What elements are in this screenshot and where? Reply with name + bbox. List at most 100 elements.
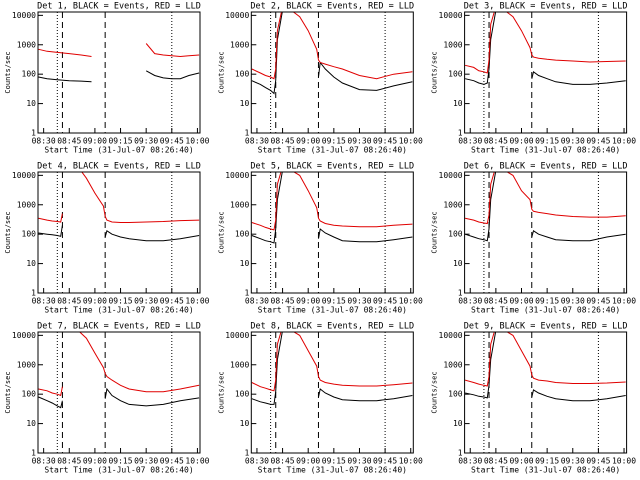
x-tick-label: 09:30 [347, 297, 371, 306]
y-tick-label: 1000 [230, 200, 249, 209]
y-tick-label: 10 [26, 419, 36, 428]
y-tick-label: 1 [458, 129, 463, 138]
y-tick-label: 100 [448, 70, 463, 79]
plot-lines [464, 172, 626, 242]
y-tick-label: 100 [448, 230, 463, 239]
series-line [38, 225, 200, 242]
x-axis-label: Start Time (31-Jul-07 08:26:40) [258, 146, 407, 155]
x-tick-label: 10:00 [185, 297, 209, 306]
y-tick-label: 1 [31, 449, 36, 458]
x-tick-label: 08:30 [458, 297, 482, 306]
y-tick-label: 100 [448, 390, 463, 399]
y-axis-label: Counts/sec [4, 371, 12, 413]
chart-title: Det 2, BLACK = Events, RED = LLD [250, 2, 414, 12]
y-tick-label: 10 [240, 259, 250, 268]
panel: Det 5, BLACK = Events, RED = LLD Counts/s… [217, 162, 423, 315]
x-axis-label: Start Time (31-Jul-07 08:26:40) [258, 466, 407, 475]
y-tick-label: 10 [26, 259, 36, 268]
y-axis-label: Counts/sec [431, 51, 439, 93]
x-axis-label: Start Time (31-Jul-07 08:26:40) [44, 466, 193, 475]
plot-lines [38, 172, 200, 242]
y-tick-label: 100 [235, 230, 250, 239]
series-line [464, 332, 626, 402]
y-axis-label: Counts/sec [431, 211, 439, 253]
x-tick-label: 09:30 [134, 137, 158, 146]
plot-frame [37, 171, 201, 294]
y-tick-label: 10000 [225, 331, 249, 340]
y-tick-label: 1000 [443, 200, 462, 209]
y-axis-label: Counts/sec [4, 211, 12, 253]
y-tick-label: 10000 [225, 11, 249, 20]
x-tick-label: 08:45 [271, 457, 295, 466]
panel: Det 9, BLACK = Events, RED = LLD Counts/s… [431, 322, 637, 475]
x-tick-label: 08:30 [245, 297, 269, 306]
x-tick-label: 08:30 [32, 137, 56, 146]
y-tick-label: 1000 [17, 40, 36, 49]
x-tick-label: 08:30 [32, 297, 56, 306]
x-tick-label: 08:30 [245, 137, 269, 146]
y-tick-label: 100 [22, 230, 37, 239]
y-tick-label: 10000 [12, 171, 36, 180]
y-tick-label: 10000 [439, 331, 463, 340]
series-line [464, 332, 626, 387]
y-tick-label: 100 [235, 390, 250, 399]
x-tick-label: 09:00 [296, 137, 320, 146]
x-tick-label: 10:00 [612, 457, 636, 466]
y-tick-label: 10000 [439, 11, 463, 20]
x-tick-label: 08:45 [271, 137, 295, 146]
series-line [251, 332, 413, 405]
x-tick-label: 08:45 [271, 297, 295, 306]
series-line [464, 12, 626, 85]
x-tick-label: 10:00 [399, 297, 423, 306]
chart-title: Det 7, BLACK = Events, RED = LLD [37, 322, 201, 332]
y-tick-label: 1000 [230, 40, 249, 49]
x-axis-label: Start Time (31-Jul-07 08:26:40) [471, 306, 620, 315]
x-tick-label: 09:45 [586, 457, 610, 466]
y-tick-label: 100 [22, 70, 37, 79]
y-tick-label: 10 [453, 259, 463, 268]
x-tick-label: 10:00 [612, 137, 636, 146]
x-axis-label: Start Time (31-Jul-07 08:26:40) [471, 466, 620, 475]
x-tick-label: 08:30 [245, 457, 269, 466]
plot-lines [251, 172, 413, 244]
panel: Det 7, BLACK = Events, RED = LLD Counts/s… [4, 322, 210, 475]
x-tick-label: 09:30 [347, 137, 371, 146]
panel: Det 2, BLACK = Events, RED = LLD Counts/s… [217, 2, 423, 155]
x-tick-label: 09:15 [535, 137, 559, 146]
x-tick-label: 10:00 [185, 457, 209, 466]
panel: Det 8, BLACK = Events, RED = LLD Counts/s… [217, 322, 423, 475]
panel: Det 4, BLACK = Events, RED = LLD Counts/s… [4, 162, 210, 315]
x-tick-label: 09:45 [160, 297, 184, 306]
plot-frame [464, 11, 628, 134]
x-tick-label: 09:30 [347, 457, 371, 466]
y-tick-label: 10000 [12, 331, 36, 340]
x-tick-label: 09:00 [83, 297, 107, 306]
series-line [464, 12, 626, 74]
chart-title: Det 4, BLACK = Events, RED = LLD [37, 162, 201, 172]
y-tick-label: 100 [22, 390, 37, 399]
x-tick-label: 09:00 [296, 297, 320, 306]
series-line [251, 172, 413, 231]
y-tick-label: 1000 [17, 200, 36, 209]
chart-title: Det 5, BLACK = Events, RED = LLD [250, 162, 414, 172]
series-line [38, 70, 200, 83]
x-tick-label: 09:15 [108, 137, 132, 146]
x-axis-label: Start Time (31-Jul-07 08:26:40) [471, 146, 620, 155]
x-tick-label: 09:15 [535, 297, 559, 306]
x-tick-label: 10:00 [399, 137, 423, 146]
series-line [38, 387, 200, 409]
series-line [38, 43, 200, 58]
series-line [251, 172, 413, 244]
x-tick-label: 09:45 [586, 297, 610, 306]
y-tick-label: 10000 [225, 171, 249, 180]
x-tick-label: 09:45 [586, 137, 610, 146]
chart-title: Det 9, BLACK = Events, RED = LLD [464, 322, 628, 332]
plot-frame [250, 11, 414, 134]
y-tick-label: 1 [31, 289, 36, 298]
x-tick-label: 09:15 [108, 457, 132, 466]
x-tick-label: 08:30 [32, 457, 56, 466]
y-tick-label: 1 [244, 449, 249, 458]
x-tick-label: 09:45 [160, 137, 184, 146]
series-line [38, 172, 200, 223]
y-tick-label: 1 [458, 449, 463, 458]
